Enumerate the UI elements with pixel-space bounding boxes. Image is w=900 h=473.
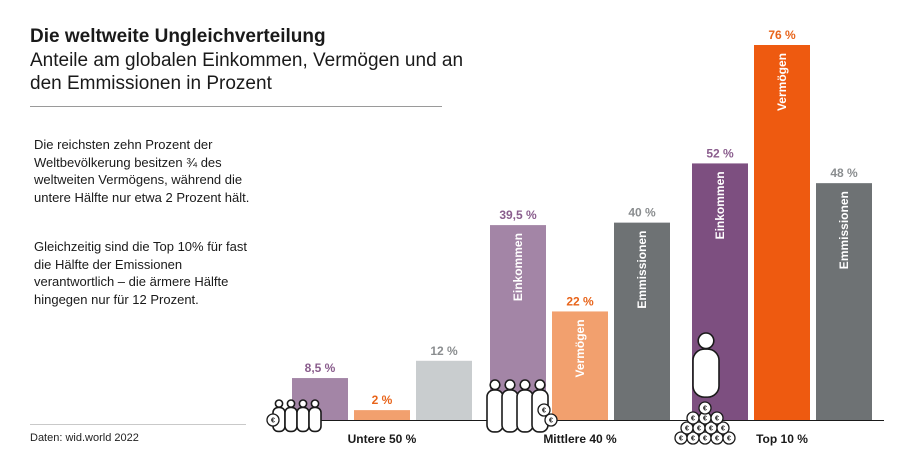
- category-label: Top 10 %: [756, 432, 808, 446]
- series-label-in-bar: Emmissionen: [837, 191, 851, 269]
- value-label: 76 %: [768, 28, 796, 42]
- middle-person-2-body: [501, 389, 519, 433]
- series-label-in-bar: Einkommen: [511, 233, 525, 301]
- value-label: 39,5 %: [499, 208, 537, 222]
- euro-glyph: €: [709, 423, 713, 432]
- bar-vermögen-3: [754, 45, 810, 420]
- intro-paragraph: Die reichsten zehn Prozent der Weltbevöl…: [34, 137, 250, 205]
- euro-glyph: €: [691, 413, 695, 422]
- euro-glyph: €: [703, 413, 707, 422]
- value-label: 8,5 %: [305, 361, 336, 375]
- value-label: 48 %: [830, 166, 858, 180]
- category-label: Mittlere 40 %: [543, 432, 617, 446]
- value-label: 22 %: [566, 294, 594, 308]
- value-label: 52 %: [706, 146, 734, 160]
- source-note: Daten: wid.world 2022: [30, 432, 139, 444]
- euro-glyph: €: [685, 423, 689, 432]
- coin-pile-icon: [698, 401, 712, 415]
- value-label: 40 %: [628, 206, 656, 220]
- rich-person-head: [697, 332, 715, 350]
- euro-glyph: €: [703, 403, 707, 412]
- title-divider: [30, 106, 442, 107]
- bar-emmissionen-3: [816, 183, 872, 420]
- series-label-in-bar: Vermögen: [573, 319, 587, 377]
- euro-glyph: €: [721, 423, 725, 432]
- bar-vermögen-2: [552, 311, 608, 420]
- middle-person-3-body: [516, 389, 534, 433]
- bar-emmissionen-2: [614, 222, 670, 420]
- euro-glyph: €: [715, 433, 719, 442]
- value-label: 2 %: [372, 393, 393, 407]
- middle-person-1-body: [486, 389, 504, 433]
- euro-glyph: €: [715, 413, 719, 422]
- poor-person-4-body: [308, 406, 322, 433]
- euro-glyph: €: [271, 415, 275, 424]
- poor-person-4-head: [310, 399, 320, 408]
- bar-emmissionen-1: [416, 360, 472, 420]
- page-subtitle: Anteile am globalen Einkommen, Vermögen …: [30, 50, 464, 94]
- bar-vermögen-1: [354, 410, 410, 420]
- euro-glyph: €: [727, 433, 731, 442]
- series-label-in-bar: Emmissionen: [635, 231, 649, 309]
- euro-coin-icon: [537, 403, 551, 417]
- middle-person-4-head: [534, 379, 546, 391]
- euro-glyph: €: [542, 405, 546, 414]
- euro-glyph: €: [679, 433, 683, 442]
- source-divider: [30, 424, 246, 425]
- euro-glyph: €: [697, 423, 701, 432]
- poor-person-2-head: [286, 399, 296, 408]
- middle-person-3-head: [519, 379, 531, 391]
- coin-pile-icon: [710, 411, 724, 425]
- page-title: Die weltweite Ungleichverteilung: [30, 26, 326, 47]
- euro-glyph: €: [691, 433, 695, 442]
- poor-person-3-body: [296, 406, 310, 433]
- middle-person-2-head: [504, 379, 516, 391]
- category-label: Untere 50 %: [348, 432, 417, 446]
- series-label-in-bar: Einkommen: [713, 171, 727, 239]
- euro-glyph: €: [549, 415, 553, 424]
- rich-person-body: [692, 348, 720, 398]
- middle-person-1-head: [489, 379, 501, 391]
- euro-glyph: €: [703, 433, 707, 442]
- series-label-in-bar: Vermögen: [775, 53, 789, 111]
- euro-coin-icon: [266, 413, 280, 427]
- poor-person-2-body: [284, 406, 298, 433]
- euro-coin-icon: [544, 413, 558, 427]
- poor-person-1-head: [274, 399, 284, 408]
- emissions-paragraph: Gleichzeitig sind die Top 10% für fast d…: [34, 239, 247, 307]
- value-label: 12 %: [430, 344, 458, 358]
- coin-pile-icon: [716, 421, 730, 435]
- poor-person-3-head: [298, 399, 308, 408]
- coin-pile-icon: [722, 431, 736, 445]
